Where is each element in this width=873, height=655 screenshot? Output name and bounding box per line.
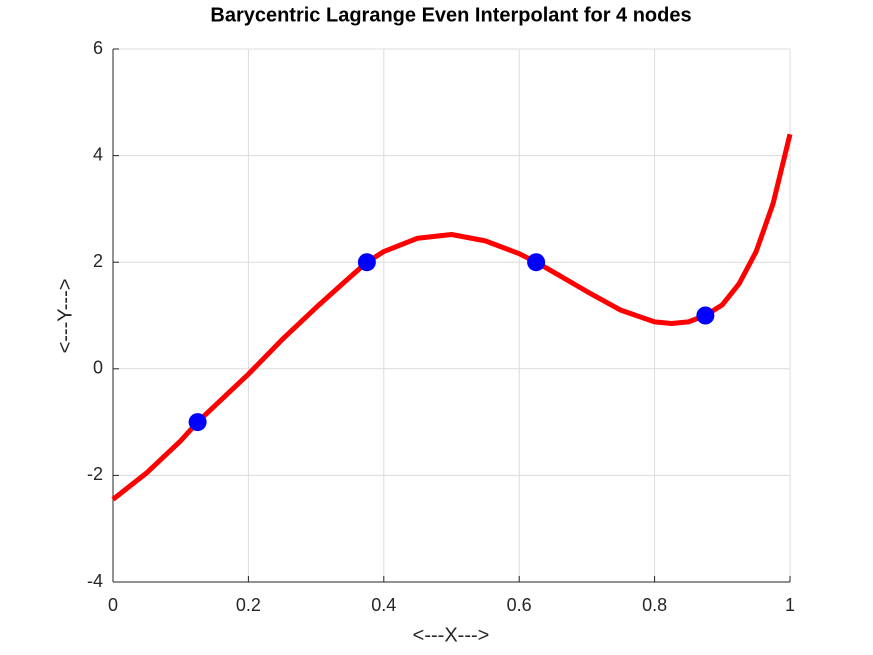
curve	[111, 133, 793, 502]
x-tick-label: 0.2	[236, 595, 261, 615]
node-point	[527, 253, 546, 272]
y-tick-label: 0	[93, 358, 103, 378]
node-point	[696, 306, 715, 325]
y-tick-label: -4	[87, 571, 103, 591]
y-axis-label: <---Y--->	[54, 279, 76, 354]
x-axis-label: <---X--->	[413, 624, 490, 646]
y-tick-label: 4	[93, 144, 103, 164]
y-tick-label: -2	[87, 464, 103, 484]
x-tick-label: 0.8	[642, 595, 667, 615]
y-tick-label: 2	[93, 251, 103, 271]
x-tick-label: 1	[785, 595, 795, 615]
x-tick-label: 0.6	[507, 595, 532, 615]
x-tick-label: 0.4	[371, 595, 396, 615]
chart-title: Barycentric Lagrange Even Interpolant fo…	[210, 4, 691, 26]
y-tick-label: 6	[93, 38, 103, 58]
x-tick-label: 0	[108, 595, 118, 615]
node-point	[188, 413, 207, 432]
node-point	[357, 253, 376, 272]
